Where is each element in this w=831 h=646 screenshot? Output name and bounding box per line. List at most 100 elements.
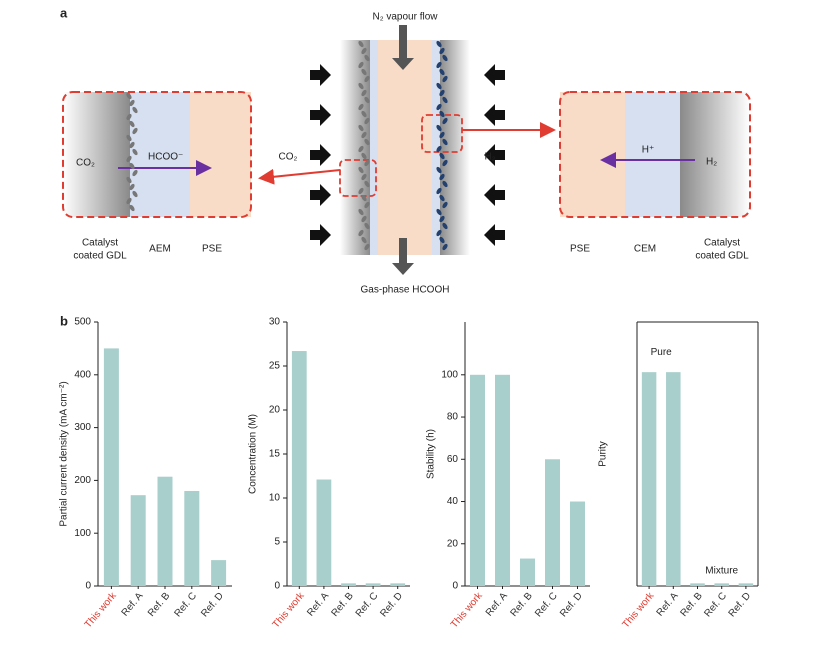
particle (132, 190, 138, 198)
layer-label: CEM (634, 244, 656, 255)
particle (436, 103, 442, 111)
bar (690, 583, 705, 586)
particle (442, 159, 448, 167)
bar (714, 583, 729, 586)
arrow (310, 104, 331, 126)
x-tick-label: Ref. D (727, 591, 754, 620)
x-tick-label: This work (620, 590, 657, 631)
particle (364, 117, 370, 125)
arrow (484, 224, 505, 246)
y-tick-label: 80 (447, 412, 459, 423)
x-tick-label: Ref. C (533, 591, 560, 620)
particle (442, 138, 448, 146)
particle (442, 54, 448, 62)
x-tick-label: This work (83, 590, 120, 631)
particle (126, 197, 132, 205)
particle (442, 180, 448, 188)
particle (132, 106, 138, 114)
layer-label: Catalyst (704, 238, 740, 249)
x-tick-label: Ref. B (330, 590, 357, 619)
catalyst (126, 40, 688, 251)
bar (130, 495, 146, 586)
x-tick-label: Ref. B (509, 590, 536, 619)
co2-label: CO₂ (279, 152, 298, 163)
top-flow: N₂ vapour flow (372, 12, 438, 23)
y-tick-label: 5 (274, 537, 280, 548)
bar (545, 459, 560, 586)
y-axis-label: Purity (598, 441, 609, 467)
particle (129, 204, 135, 212)
particle (364, 180, 370, 188)
x-tick-label: This work (271, 590, 308, 631)
particle (364, 222, 370, 230)
particle (436, 124, 442, 132)
panel-label: b (60, 313, 68, 328)
layer-label: coated GDL (73, 251, 127, 262)
x-tick-label: Ref. C (702, 591, 729, 620)
x-tick-label: Ref. B (146, 590, 173, 619)
arrow (484, 64, 505, 86)
particle (436, 82, 442, 90)
x-tick-label: Ref. D (558, 591, 585, 620)
particle (364, 54, 370, 62)
bar (666, 372, 681, 586)
particle (358, 208, 364, 216)
y-tick-label: 100 (74, 528, 91, 539)
y-tick-label: 400 (74, 369, 91, 380)
y-tick-label: 500 (74, 317, 91, 328)
particle (442, 243, 448, 251)
x-tick-label: Ref. C (172, 591, 199, 620)
particle (361, 236, 367, 244)
layer-label: coated GDL (695, 251, 749, 262)
particle (361, 110, 367, 118)
particle (439, 68, 445, 76)
particle (358, 82, 364, 90)
particle (132, 169, 138, 177)
x-tick-label: Ref. A (655, 590, 681, 618)
particle (358, 166, 364, 174)
particle (358, 145, 364, 153)
x-tick-label: Ref. A (484, 590, 510, 618)
particle (442, 96, 448, 104)
x-tick-label: Ref. C (354, 591, 381, 620)
bar (184, 490, 200, 586)
particle (132, 127, 138, 135)
bar (570, 501, 585, 586)
y-tick-label: 20 (269, 405, 281, 416)
particle (439, 131, 445, 139)
layer-label: AEM (149, 244, 171, 255)
particle (361, 215, 367, 223)
particle (126, 113, 132, 121)
particle (126, 155, 132, 163)
particle (361, 173, 367, 181)
particle (361, 47, 367, 55)
bar (365, 583, 381, 586)
bar (103, 348, 119, 586)
bar (738, 583, 754, 586)
particle (126, 92, 132, 100)
cell (258, 25, 556, 275)
bar (291, 351, 307, 586)
particle (442, 222, 448, 230)
co2-label: CO₂ (76, 158, 95, 169)
bar (495, 374, 510, 586)
particle (439, 152, 445, 160)
particle (129, 99, 135, 107)
particle (358, 229, 364, 237)
particle (129, 141, 135, 149)
particle (126, 134, 132, 142)
particle (126, 176, 132, 184)
y-axis-label: Partial current density (mA cm⁻²) (59, 381, 70, 526)
particle (358, 40, 364, 48)
x-tick-label: Ref. A (120, 590, 146, 618)
panel-label: a (60, 5, 68, 20)
arrow (484, 104, 505, 126)
particle (364, 75, 370, 83)
particle (439, 215, 445, 223)
y-tick-label: 0 (274, 581, 280, 592)
layer-label: Catalyst (82, 238, 118, 249)
y-tick-label: 10 (269, 493, 281, 504)
annotation: Pure (651, 347, 673, 358)
arrow (310, 64, 331, 86)
particle (436, 208, 442, 216)
